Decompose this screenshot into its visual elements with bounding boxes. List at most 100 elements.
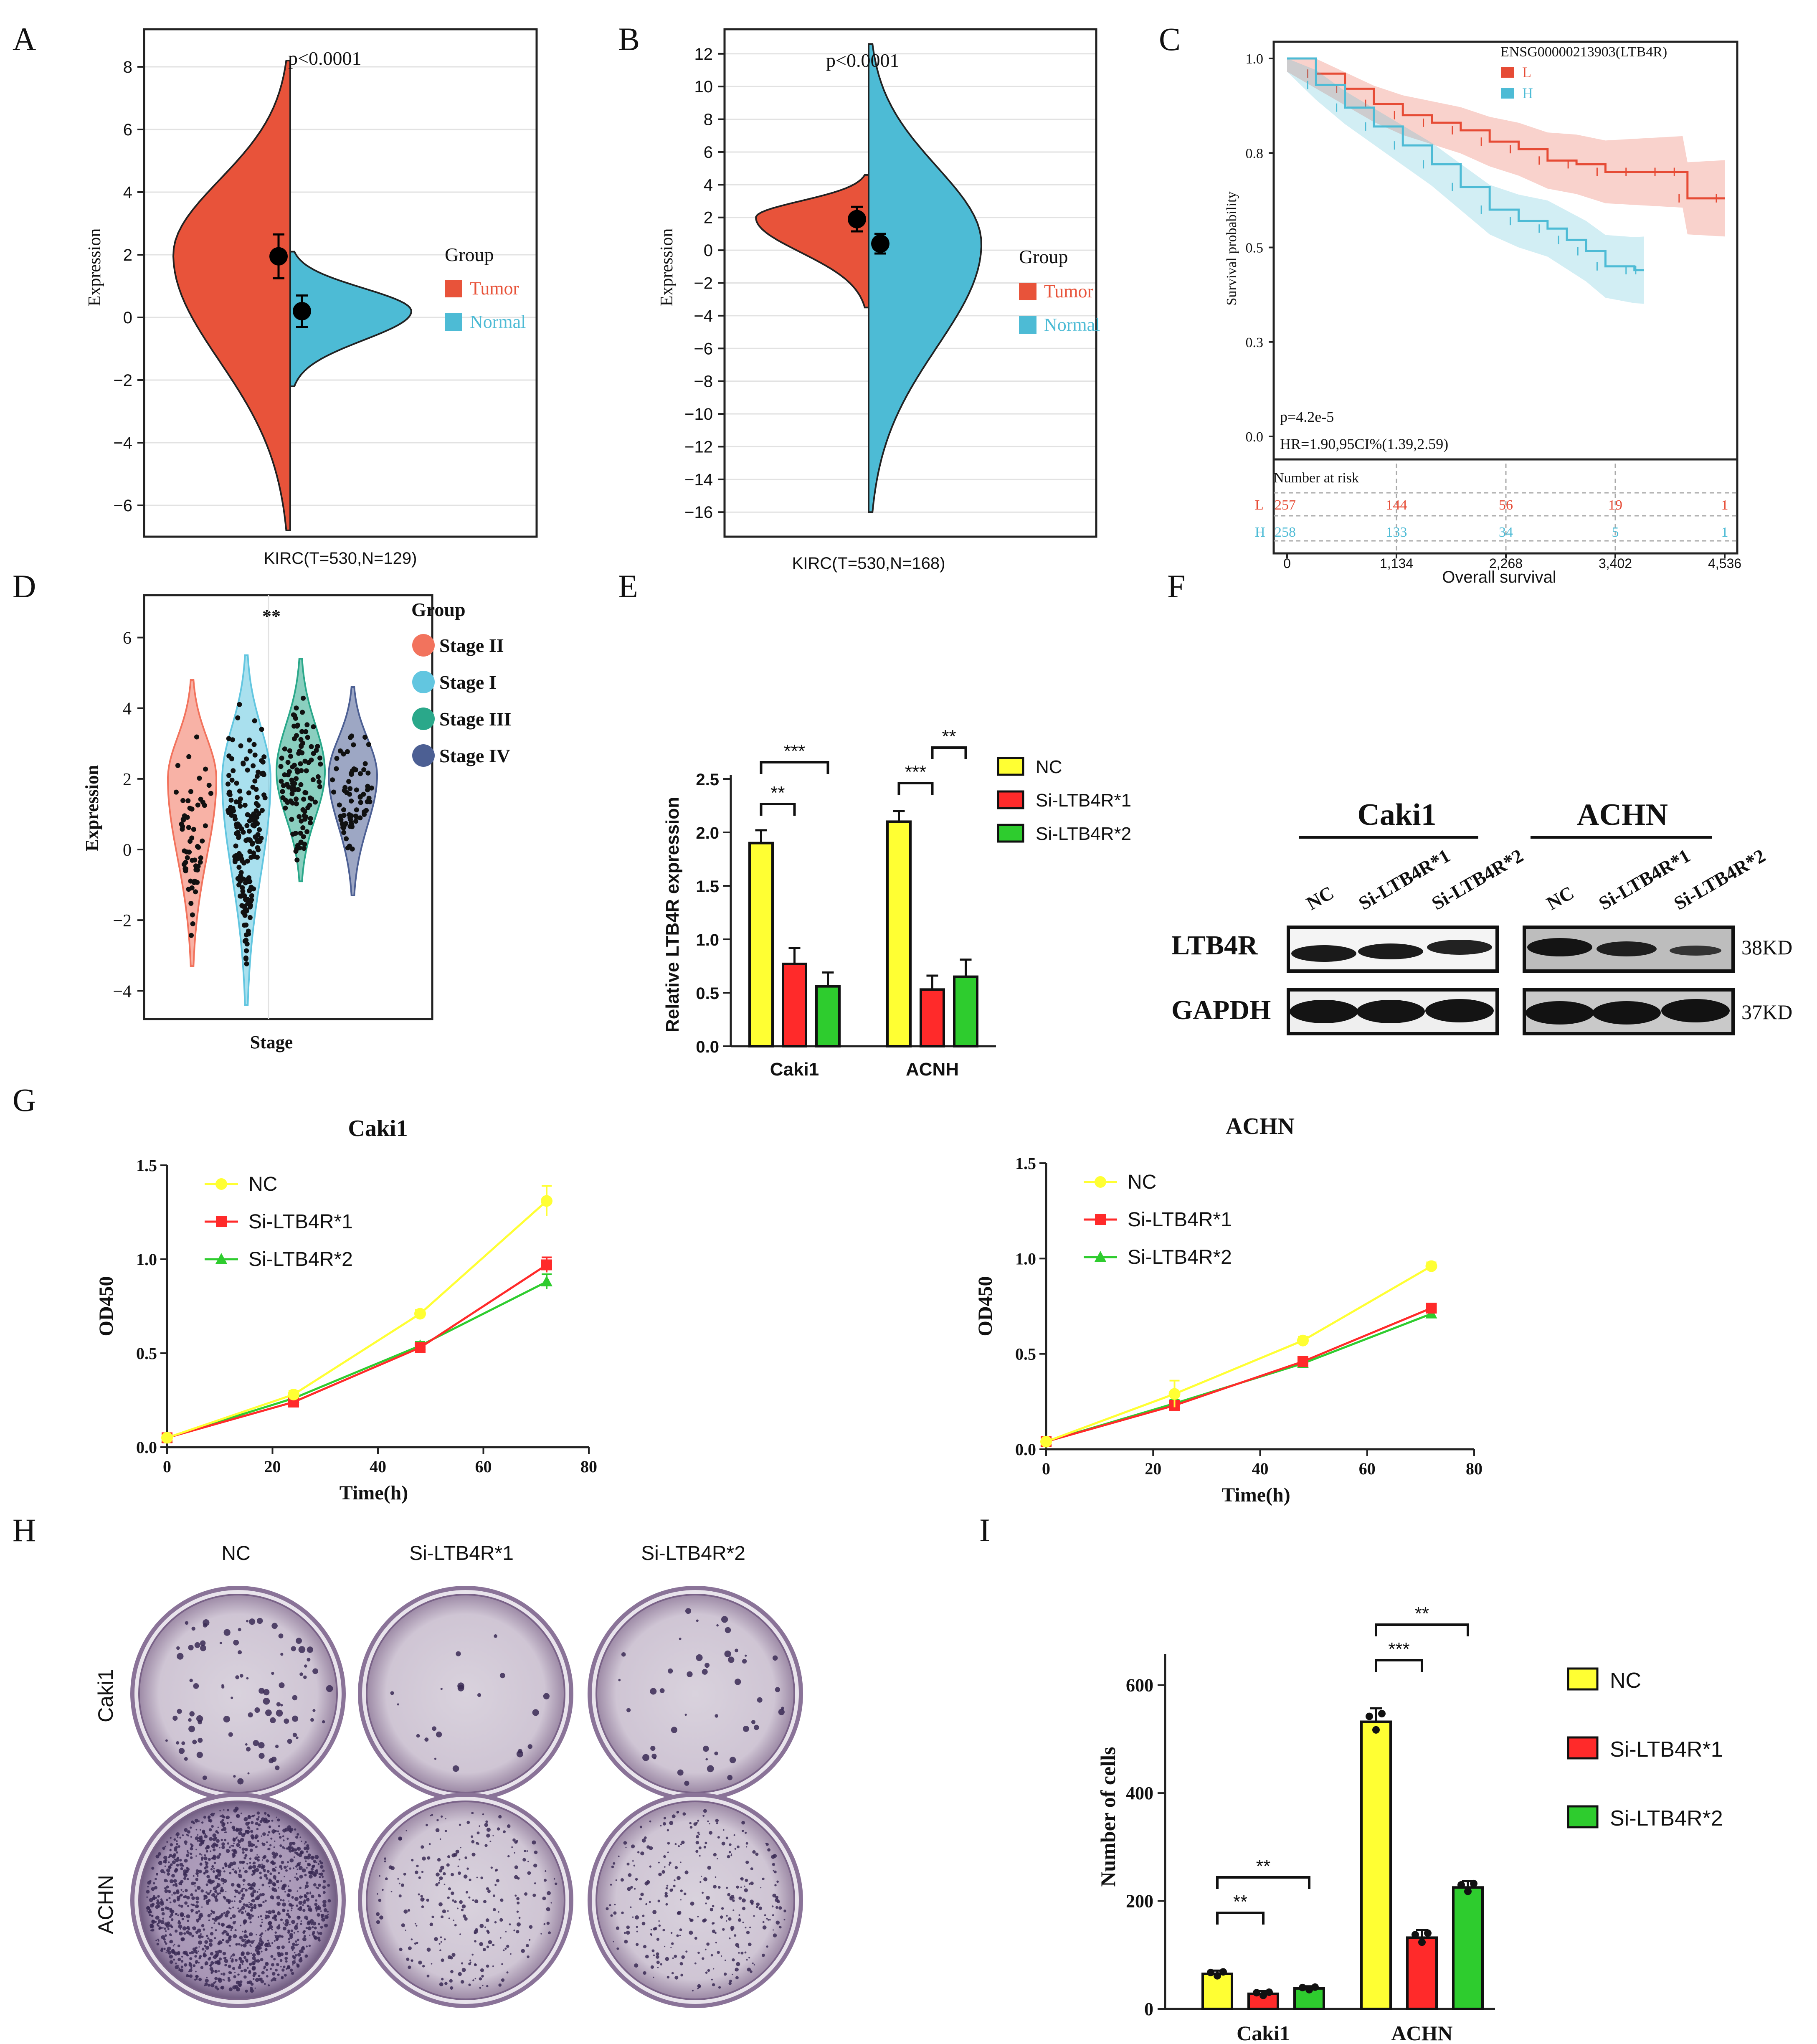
violin-d-point-2-24 bbox=[278, 764, 284, 769]
colony-1-2-161 bbox=[699, 1855, 701, 1857]
colony-1-2-198 bbox=[745, 1860, 749, 1864]
colony-0-0-11 bbox=[165, 1739, 168, 1742]
colony-1-0-176 bbox=[214, 1890, 218, 1893]
violin-d-point-0-11 bbox=[181, 817, 186, 823]
colony-1-2-168 bbox=[669, 1861, 672, 1864]
colony-1-0-1310 bbox=[200, 1841, 205, 1845]
G2-chart-ytick-label-0: 0.0 bbox=[1015, 1440, 1036, 1459]
colony-1-2-173 bbox=[650, 1965, 654, 1969]
G2-chart-ytick-label-2: 1.0 bbox=[1015, 1249, 1036, 1268]
colony-1-1-20 bbox=[445, 1818, 446, 1820]
colony-1-0-687 bbox=[250, 1843, 254, 1847]
colony-1-0-964 bbox=[239, 1964, 241, 1966]
colony-1-0-880 bbox=[265, 1915, 267, 1917]
violin-d-point-2-65 bbox=[308, 820, 313, 826]
colony-1-0-812 bbox=[211, 1844, 215, 1848]
violin-d-point-1-84 bbox=[252, 779, 258, 784]
colony-1-0-851 bbox=[214, 1875, 219, 1879]
colony-0-0-26 bbox=[203, 1623, 208, 1628]
violin-d-ytick-label-0: −4 bbox=[113, 982, 132, 1001]
colony-1-1-64 bbox=[454, 1924, 457, 1927]
colony-1-0-552 bbox=[195, 1869, 199, 1873]
colony-1-0-1038 bbox=[285, 1960, 288, 1963]
violin-d-point-0-10 bbox=[193, 889, 198, 895]
violin-d-point-1-82 bbox=[250, 784, 256, 790]
violin-d-point-0-39 bbox=[200, 838, 205, 844]
colony-1-0-431 bbox=[252, 1815, 255, 1818]
colony-1-0-713 bbox=[206, 1935, 208, 1937]
colony-1-0-1114 bbox=[177, 1836, 179, 1838]
colony-1-2-308 bbox=[706, 1896, 710, 1900]
violin-d-point-1-156 bbox=[249, 897, 254, 903]
colony-0-0-54 bbox=[254, 1707, 260, 1713]
I-chart-dot-0-0-2 bbox=[1219, 1968, 1227, 1976]
colony-1-0-739 bbox=[232, 1953, 236, 1957]
colony-1-2-29 bbox=[626, 1925, 630, 1929]
colony-1-0-3 bbox=[155, 1897, 157, 1899]
colony-1-0-113 bbox=[300, 1920, 302, 1922]
colony-1-0-1298 bbox=[228, 1846, 231, 1849]
colony-1-0-1059 bbox=[294, 1952, 296, 1954]
colony-1-0-841 bbox=[266, 1948, 268, 1950]
violin-d-point-3-56 bbox=[341, 830, 347, 835]
colony-1-0-285 bbox=[289, 1968, 293, 1972]
colony-1-0-811 bbox=[312, 1921, 317, 1926]
colony-1-0-1174 bbox=[256, 1959, 260, 1963]
survival-xtick-label-2: 2,268 bbox=[1489, 556, 1523, 571]
colony-1-1-180 bbox=[411, 1859, 414, 1861]
colony-1-0-582 bbox=[256, 1818, 259, 1821]
colony-1-0-756 bbox=[252, 1844, 255, 1846]
violin-d-legend-label-2: Stage III bbox=[439, 708, 512, 730]
colony-dish-0-0 bbox=[138, 1594, 338, 1793]
colony-1-0-656 bbox=[198, 1820, 200, 1822]
colony-1-0-364 bbox=[248, 1886, 252, 1890]
colony-1-0-152 bbox=[204, 1940, 208, 1944]
colony-1-2-110 bbox=[665, 1903, 668, 1906]
colony-1-2-5 bbox=[740, 1886, 742, 1888]
colony-1-0-695 bbox=[247, 1939, 250, 1943]
colony-1-0-342 bbox=[283, 1883, 287, 1888]
colony-1-0-788 bbox=[240, 1889, 243, 1892]
colony-1-0-197 bbox=[151, 1887, 155, 1891]
colony-1-1-235 bbox=[459, 1859, 461, 1861]
violin-d-point-2-32 bbox=[295, 769, 300, 775]
colony-1-1-250 bbox=[474, 1963, 476, 1965]
colony-1-2-266 bbox=[746, 1846, 748, 1848]
survival-risk-L-3: 19 bbox=[1608, 497, 1622, 513]
violin-d-annotation: ** bbox=[262, 606, 281, 626]
colony-1-2-206 bbox=[728, 1917, 732, 1921]
E-chart-legend-swatch-1 bbox=[997, 790, 1024, 809]
colony-1-0-1138 bbox=[300, 1922, 302, 1925]
colony-1-0-515 bbox=[188, 1928, 190, 1930]
band-caki1-ltb4r-si1 bbox=[1358, 943, 1423, 959]
violin-d-point-3-52 bbox=[345, 749, 350, 754]
G1-chart-xtick-label-2: 40 bbox=[370, 1457, 386, 1476]
violin-b-legend-tumor-swatch bbox=[1019, 283, 1036, 300]
colony-1-0-1129 bbox=[208, 1984, 210, 1987]
violin-d-point-2-14 bbox=[299, 744, 304, 749]
colony-1-1-225 bbox=[382, 1889, 384, 1891]
colony-1-0-1396 bbox=[318, 1873, 321, 1875]
colony-1-2-187 bbox=[766, 1945, 768, 1948]
colony-1-2-99 bbox=[615, 1879, 617, 1881]
colony-1-0-930 bbox=[219, 1815, 221, 1817]
colony-1-0-151 bbox=[180, 1968, 184, 1973]
colony-0-0-17 bbox=[228, 1732, 233, 1737]
colony-1-0-224 bbox=[304, 1887, 306, 1889]
colony-dishes bbox=[130, 1586, 803, 2008]
colony-0-0-82 bbox=[312, 1668, 318, 1674]
colony-1-0-379 bbox=[205, 1945, 210, 1950]
colony-0-2-32 bbox=[703, 1745, 709, 1752]
survival-xtick-label-0: 0 bbox=[1283, 556, 1291, 571]
violin-d-point-2-15 bbox=[313, 799, 318, 805]
violin-d-point-2-47 bbox=[282, 772, 287, 778]
survival-risk-title: Number at risk bbox=[1274, 470, 1359, 486]
colony-1-0-632 bbox=[292, 1964, 294, 1966]
colony-1-0-710 bbox=[146, 1889, 150, 1894]
colony-1-2-297 bbox=[665, 1957, 669, 1961]
colony-1-1-84 bbox=[476, 1831, 480, 1835]
colony-1-0-934 bbox=[269, 1880, 273, 1884]
colony-1-2-79 bbox=[624, 1940, 628, 1944]
colony-1-2-268 bbox=[692, 1990, 694, 1992]
